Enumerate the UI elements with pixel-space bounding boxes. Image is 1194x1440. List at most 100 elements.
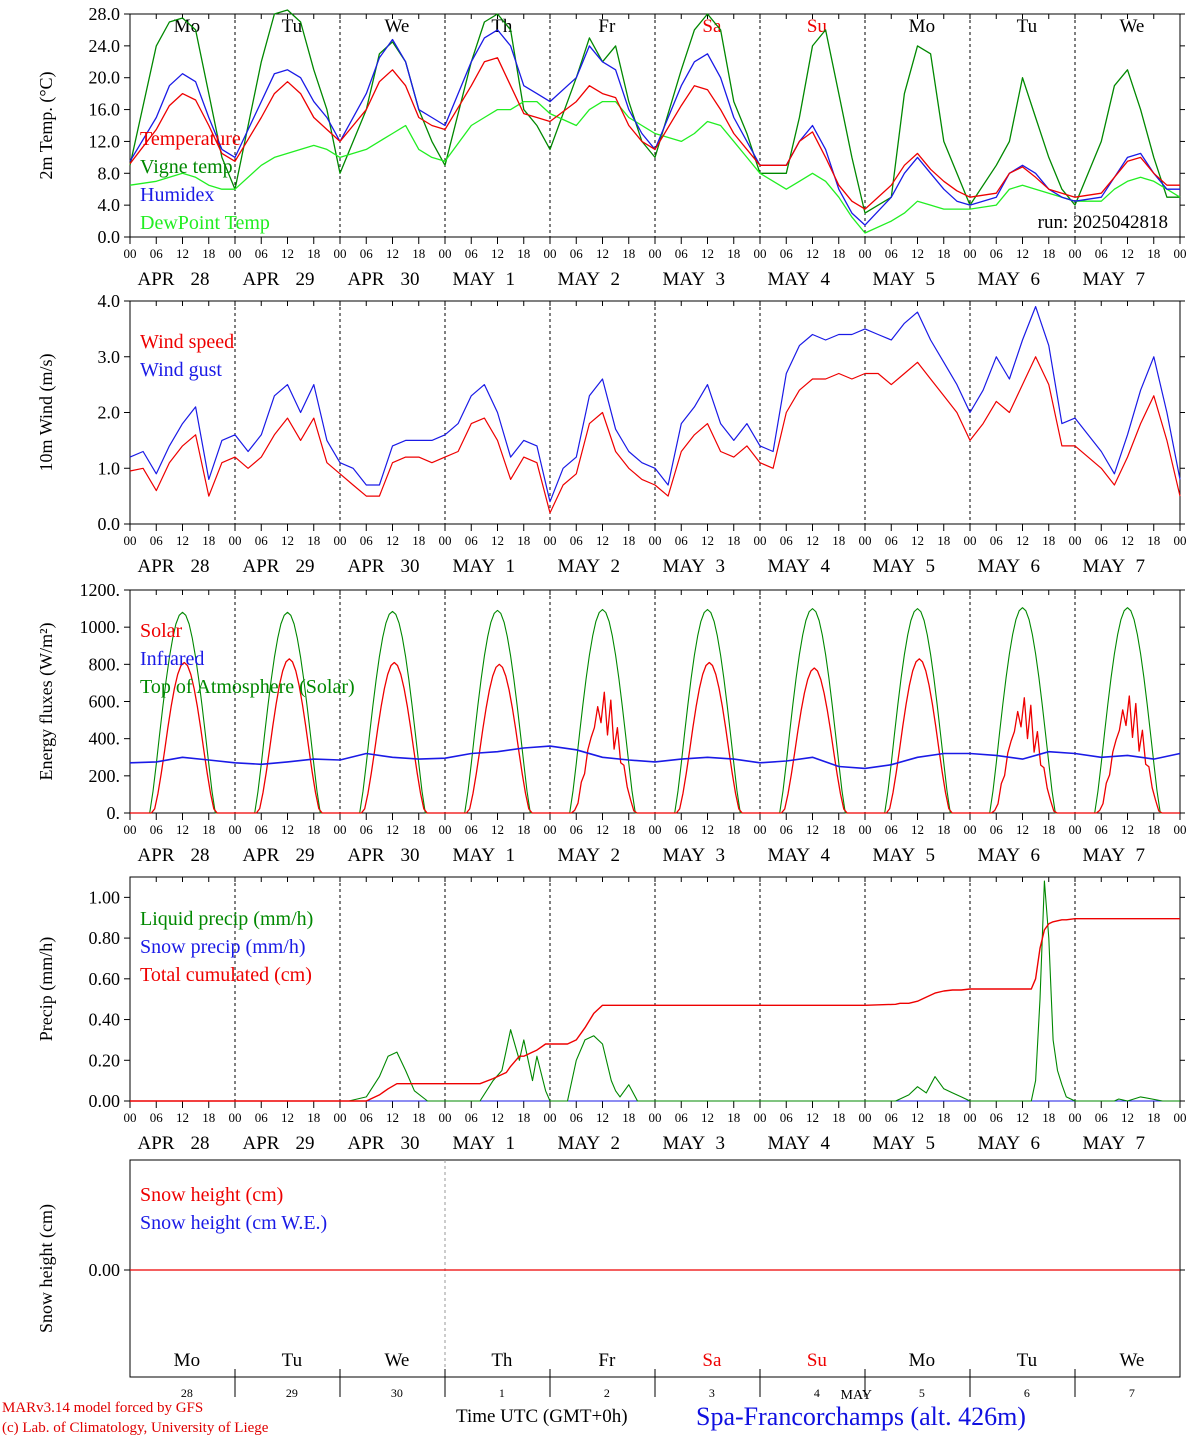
hour-tick-label: 18	[307, 246, 320, 261]
date-month-label: MAY	[663, 269, 706, 290]
hour-tick-label: 18	[937, 1110, 950, 1125]
hour-axis: 00 06 12 18 00 06 12 18 00 06 12 18 00 06 12 18 00 06 12 18…	[124, 301, 1187, 577]
hour-tick-label: 18	[622, 246, 635, 261]
legend-vigne-temp: Vigne temp	[140, 156, 233, 178]
y-tick-label: 2.0	[98, 403, 121, 423]
y-axis: 0.0 1.0 2.0 3.0 4.0 10m Wind (m/s)	[36, 291, 1185, 534]
panel-border	[129, 1159, 1181, 1378]
date-day-label: 5	[926, 556, 936, 577]
hour-tick-label: 18	[412, 822, 425, 837]
hour-tick-label: 12	[386, 822, 399, 837]
hour-tick-label: 18	[937, 533, 950, 548]
hour-tick-label: 00	[964, 533, 977, 548]
panel-4-frame: 0.00 Snow height (cm)	[36, 1159, 1185, 1397]
legend-wind-gust: Wind gust	[140, 359, 222, 381]
hour-tick-label: 06	[1095, 533, 1109, 548]
hour-tick-label: 00	[1174, 822, 1187, 837]
date-day-label: 7	[1136, 556, 1146, 577]
date-day-label: 1	[506, 1133, 516, 1154]
hour-tick-label: 12	[1121, 533, 1134, 548]
date-day-label: 5	[926, 1133, 936, 1154]
y-tick-label: 400.	[89, 729, 121, 749]
day-of-week-label: Fr	[598, 16, 616, 37]
hour-tick-label: 00	[964, 822, 977, 837]
day-of-week-label: Fr	[598, 1350, 616, 1371]
day-of-week-label: Mo	[174, 16, 200, 37]
hour-tick-label: 18	[832, 822, 845, 837]
hour-tick-label: 12	[1016, 1110, 1029, 1125]
hour-tick-label: 12	[386, 533, 399, 548]
date-month-label: MAY	[558, 845, 601, 866]
date-month-label: MAY	[558, 269, 601, 290]
hour-tick-label: 00	[439, 246, 452, 261]
hour-tick-label: 12	[596, 822, 609, 837]
hour-tick-label: 00	[439, 1110, 452, 1125]
series-line-temperature	[129, 57, 1180, 210]
date-month-label: MAY	[873, 556, 916, 577]
hour-tick-label: 12	[491, 1110, 504, 1125]
y-tick-label: 8.0	[98, 163, 121, 183]
y-tick-label: 12.0	[89, 131, 121, 151]
date-day-label: 5	[926, 269, 936, 290]
hour-tick-label: 06	[360, 246, 374, 261]
date-day-label: 3	[716, 1133, 726, 1154]
bottom-day-number: 1	[499, 1386, 505, 1400]
y-axis: 0.00 0.20 0.40 0.60 0.80 1.00 Precip (mm/h)	[36, 887, 1185, 1111]
hour-tick-label: 06	[990, 246, 1004, 261]
y-tick-label: 600.	[89, 692, 121, 712]
hour-tick-label: 18	[202, 822, 215, 837]
legend-total-cumulated-cm-: Total cumulated (cm)	[140, 964, 312, 986]
hour-tick-label: 18	[1147, 822, 1160, 837]
hour-tick-label: 00	[859, 822, 872, 837]
legend-dewpoint-temp: DewPoint Temp	[140, 212, 270, 234]
bottom-day-number: 4	[814, 1386, 820, 1400]
hour-tick-label: 18	[202, 533, 215, 548]
hour-tick-label: 12	[386, 1110, 399, 1125]
hour-tick-label: 12	[491, 246, 504, 261]
hour-tick-label: 06	[780, 822, 794, 837]
date-month-label: MAY	[1083, 556, 1126, 577]
date-day-label: 2	[611, 269, 621, 290]
y-tick-label: 16.0	[89, 100, 121, 120]
hour-tick-label: 18	[1147, 533, 1160, 548]
date-month-label: MAY	[873, 269, 916, 290]
hour-tick-label: 12	[281, 822, 294, 837]
hour-tick-label: 18	[517, 822, 530, 837]
hour-tick-label: 06	[465, 1110, 479, 1125]
date-day-label: 28	[191, 845, 210, 866]
date-month-label: MAY	[978, 556, 1021, 577]
date-month-label: MAY	[1083, 1133, 1126, 1154]
day-of-week-label: We	[1119, 1350, 1144, 1371]
series-line-infrared	[129, 745, 1181, 770]
date-day-label: 6	[1031, 1133, 1041, 1154]
date-month-label: MAY	[663, 845, 706, 866]
hour-tick-label: 18	[937, 246, 950, 261]
meteogram-svg: 0.04.08.012.016.020.024.028.02m Temp. (°…	[36, 4, 1187, 1403]
hour-tick-label: 12	[701, 822, 714, 837]
hour-tick-label: 00	[754, 246, 767, 261]
y-tick-label: 1.00	[89, 887, 121, 907]
hour-tick-label: 12	[281, 246, 294, 261]
hour-tick-label: 18	[727, 822, 740, 837]
bottom-day-number: 29	[286, 1386, 298, 1400]
day-of-week-label: Mo	[909, 1350, 935, 1371]
hour-tick-label: 06	[150, 246, 164, 261]
hour-tick-label: 06	[675, 246, 689, 261]
hour-tick-label: 06	[885, 533, 899, 548]
date-day-label: 30	[401, 556, 420, 577]
hour-tick-label: 18	[727, 1110, 740, 1125]
hour-tick-label: 00	[229, 246, 242, 261]
hour-tick-label: 12	[911, 822, 924, 837]
panel-border	[129, 589, 1181, 814]
date-day-label: 28	[191, 556, 210, 577]
y-tick-label: 0.0	[98, 227, 121, 247]
hour-tick-label: 00	[649, 822, 662, 837]
legend-temperature: Temperature	[140, 128, 241, 150]
hour-tick-label: 06	[360, 533, 374, 548]
hour-tick-label: 00	[544, 246, 557, 261]
date-month-label: APR	[348, 556, 385, 577]
hour-tick-label: 00	[649, 533, 662, 548]
date-day-label: 3	[716, 845, 726, 866]
day-of-week-label: Tu	[282, 1350, 303, 1371]
